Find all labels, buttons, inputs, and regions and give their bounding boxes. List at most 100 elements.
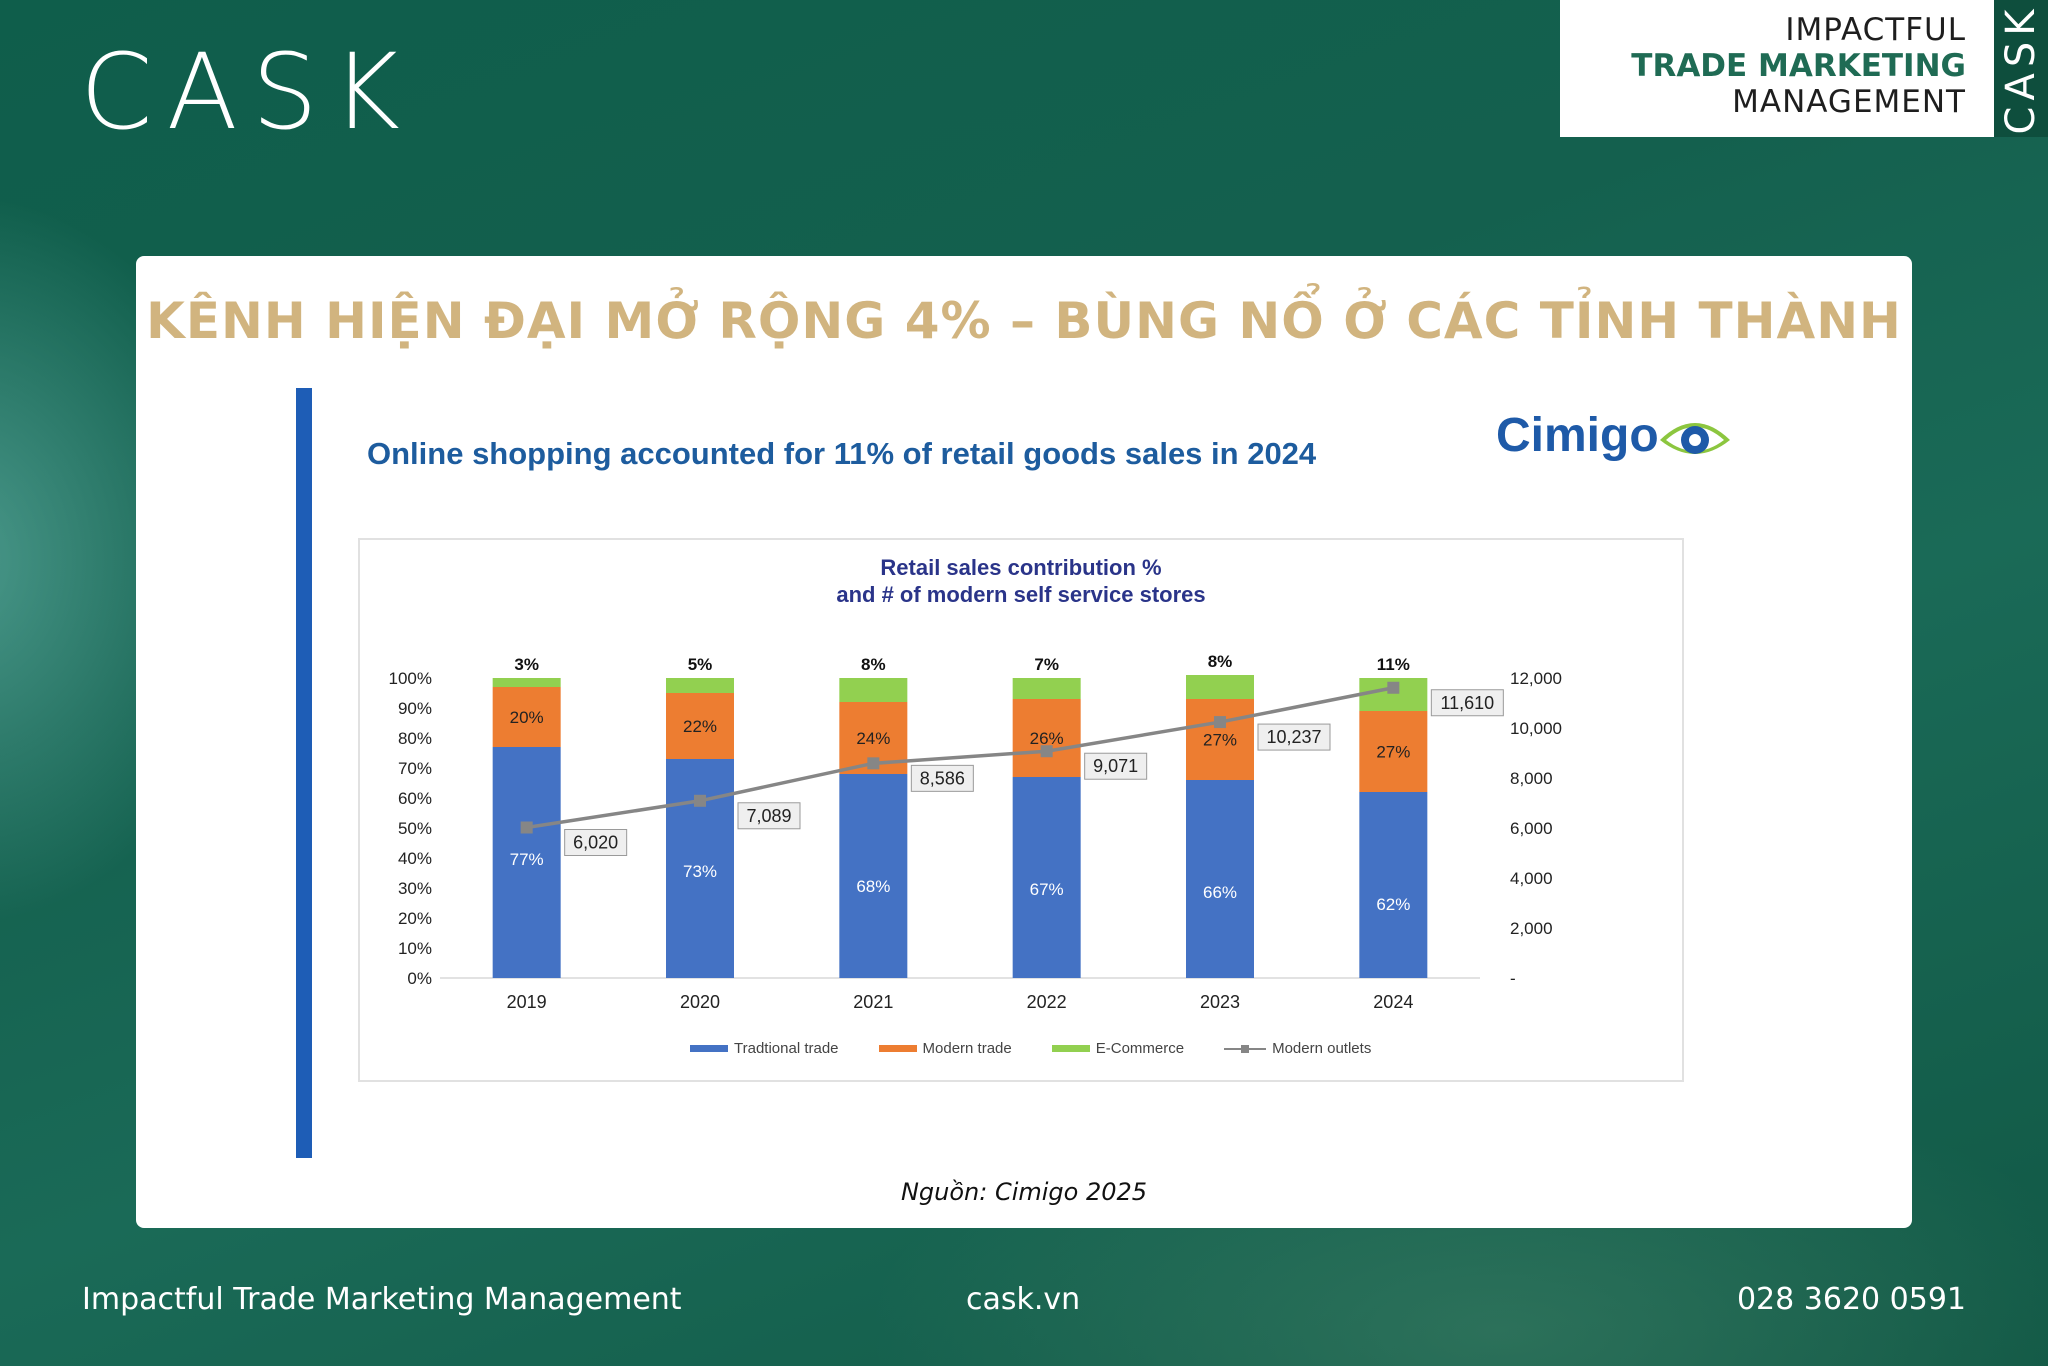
data-label-box-outlets [737, 802, 801, 830]
footer-phone[interactable]: 028 3620 0591 [1736, 1282, 1966, 1317]
data-label-modern: 27% [1376, 743, 1410, 762]
data-label-traditional: 62% [1376, 895, 1410, 914]
footer-tagline: Impactful Trade Marketing Management [82, 1282, 682, 1317]
bar-modern [1186, 699, 1254, 780]
y-left-tick-label: 80% [398, 729, 432, 748]
data-label-outlets: 10,237 [1266, 727, 1321, 747]
legend-label-outlets: Modern outlets [1272, 1040, 1372, 1057]
brand-box: IMPACTFUL TRADE MARKETING MANAGEMENT CAS… [1560, 0, 2048, 137]
data-label-modern: 24% [856, 729, 890, 748]
data-label-outlets: 11,610 [1440, 693, 1494, 713]
bar-traditional [1186, 780, 1254, 978]
bar-traditional [1359, 792, 1428, 978]
bar-ecommerce [666, 678, 734, 693]
legend-swatch-traditional [690, 1045, 728, 1052]
y-right-tick-label: 2,000 [1510, 919, 1553, 938]
chart-subtitle: and # of modern self service stores [836, 582, 1206, 607]
bar-modern [1359, 711, 1428, 792]
legend-item-modern: Modern trade [878, 1040, 1012, 1057]
brand-side-tab: CASK [1994, 0, 2048, 137]
data-label-modern: 22% [683, 717, 717, 736]
data-label-box-outlets [910, 764, 974, 792]
data-label-ecommerce: 3% [514, 655, 539, 674]
data-label-traditional: 66% [1203, 883, 1237, 902]
brand-line-3: MANAGEMENT [1732, 84, 1966, 120]
data-label-box-outlets [1257, 723, 1331, 751]
data-label-traditional: 67% [1030, 880, 1064, 899]
data-label-box-outlets [564, 829, 628, 856]
headline: KÊNH HIỆN ĐẠI MỞ RỘNG 4% – BÙNG NỔ Ở CÁC… [146, 292, 1902, 350]
line-modern-outlets [526, 686, 1394, 830]
y-left-tick-label: 60% [398, 789, 432, 808]
marker-modern-outlets [1040, 745, 1053, 758]
bar-traditional [1012, 777, 1081, 978]
x-tick-label: 2019 [507, 992, 547, 1012]
data-label-traditional: 68% [856, 877, 890, 896]
bar-ecommerce [1012, 678, 1081, 699]
marker-modern-outlets [867, 757, 880, 770]
y-left-tick-label: 100% [389, 669, 432, 688]
data-label-modern: 26% [1030, 729, 1064, 748]
data-label-box-outlets [1430, 689, 1504, 717]
slide-accent-bar [296, 388, 312, 1158]
bar-modern [492, 687, 561, 747]
brand-tagline: IMPACTFUL TRADE MARKETING MANAGEMENT [1631, 12, 1966, 120]
marker-modern-outlets [1387, 681, 1400, 694]
marker-modern-outlets [1214, 716, 1226, 729]
x-tick-label: 2022 [1027, 992, 1067, 1012]
y-left-tick-label: 10% [398, 939, 432, 958]
y-left-tick-label: 50% [398, 819, 432, 838]
legend-swatch-outlets [1224, 1044, 1267, 1053]
y-left-tick-label: 40% [398, 849, 432, 868]
data-label-outlets: 7,089 [746, 806, 791, 826]
x-tick-label: 2024 [1373, 992, 1413, 1012]
y-left-tick-label: 90% [398, 699, 432, 718]
legend-swatch-modern [878, 1045, 917, 1052]
footer-website[interactable]: cask.vn [966, 1282, 1081, 1317]
x-tick-label: 2021 [853, 992, 893, 1012]
bar-modern [666, 693, 734, 759]
data-label-ecommerce: 8% [1208, 652, 1233, 671]
chart-title: Retail sales contribution % [880, 555, 1162, 580]
legend-label-modern: Modern trade [922, 1040, 1012, 1057]
data-label-outlets: 8,586 [920, 768, 965, 788]
slide-title: Online shopping accounted for 11% of ret… [367, 436, 1317, 471]
data-label-outlets: 6,020 [573, 833, 618, 853]
marker-modern-outlets [520, 821, 533, 834]
bar-ecommerce [1186, 675, 1254, 699]
legend-label-ecommerce: E-Commerce [1095, 1040, 1185, 1057]
brand-line-1: IMPACTFUL [1785, 12, 1966, 48]
bar-ecommerce [492, 678, 561, 687]
y-right-tick-label: 4,000 [1510, 869, 1553, 888]
y-left-tick-label: 30% [398, 879, 432, 898]
cimigo-logo: Cimigo [1496, 404, 1736, 474]
eye-icon [1660, 423, 1730, 454]
x-tick-label: 2023 [1200, 992, 1240, 1012]
y-right-tick-label: 6,000 [1510, 819, 1553, 838]
legend-item-outlets: Modern outlets [1224, 1040, 1371, 1057]
data-label-outlets: 9,071 [1093, 756, 1138, 776]
chart-title-block: Retail sales contribution % and # of mod… [360, 554, 1682, 608]
brand-line-2: TRADE MARKETING [1631, 48, 1966, 84]
legend-item-traditional: Tradtional trade [690, 1040, 839, 1057]
bar-traditional [839, 774, 908, 978]
content-card: KÊNH HIỆN ĐẠI MỞ RỘNG 4% – BÙNG NỔ Ở CÁC… [136, 256, 1912, 1228]
brand-side-text: CASK [1998, 3, 2044, 134]
data-label-ecommerce: 11% [1377, 655, 1410, 674]
cask-logo: CASK [80, 31, 414, 153]
bar-modern [1012, 699, 1081, 777]
data-label-ecommerce: 7% [1034, 655, 1059, 674]
data-label-traditional: 77% [510, 850, 544, 869]
legend-label-traditional: Tradtional trade [734, 1040, 839, 1057]
data-label-ecommerce: 8% [861, 655, 886, 674]
y-right-tick-label: - [1510, 969, 1516, 988]
y-right-tick-label: 12,000 [1510, 669, 1562, 688]
bar-traditional [492, 747, 561, 978]
y-left-tick-label: 0% [407, 969, 432, 988]
data-label-modern: 27% [1203, 731, 1237, 750]
data-label-box-outlets [1084, 752, 1148, 780]
data-label-modern: 20% [510, 708, 544, 727]
data-label-ecommerce: 5% [688, 655, 713, 674]
x-tick-label: 2020 [680, 992, 720, 1012]
source-note: Nguồn: Cimigo 2025 [900, 1178, 1148, 1206]
